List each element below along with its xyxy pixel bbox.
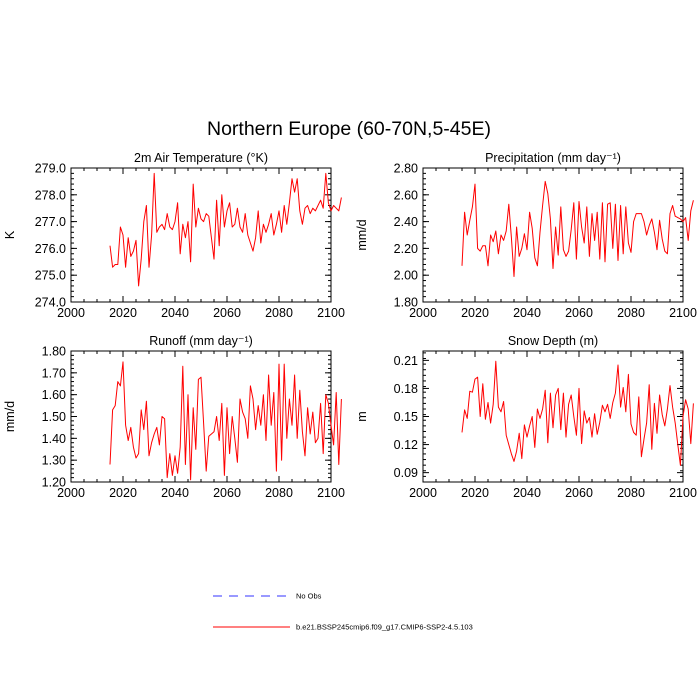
series-line xyxy=(461,180,694,277)
x-tick-label: 2060 xyxy=(565,486,593,500)
y-tick-label: 277.0 xyxy=(35,215,66,229)
y-tick-label: 275.0 xyxy=(35,269,66,283)
panel-title: 2m Air Temperature (°K) xyxy=(134,151,268,165)
x-tick-label: 2040 xyxy=(161,486,189,500)
y-tick-label: 1.30 xyxy=(42,454,66,468)
y-tick-label: 2.40 xyxy=(394,215,418,229)
x-tick-label: 2020 xyxy=(109,306,137,320)
x-tick-label: 2080 xyxy=(617,306,645,320)
x-tick-label: 2080 xyxy=(265,306,293,320)
x-tick-label: 2000 xyxy=(409,306,437,320)
y-tick-label: 1.50 xyxy=(42,410,66,424)
y-axis-label: mm/d xyxy=(355,219,369,250)
x-tick-label: 2040 xyxy=(161,306,189,320)
plot-frame xyxy=(422,167,684,303)
legend-label: b.e21.BSSP245cmip6.f09_g17.CMIP6-SSP2-4.… xyxy=(296,623,473,632)
y-tick-label: 274.0 xyxy=(35,296,66,310)
y-tick-label: 2.00 xyxy=(394,269,418,283)
x-tick-label: 2000 xyxy=(409,486,437,500)
panel-title: Runoff (mm day⁻¹) xyxy=(149,334,253,348)
series-line xyxy=(461,360,694,466)
x-tick-label: 2060 xyxy=(213,486,241,500)
y-tick-label: 0.09 xyxy=(394,466,418,480)
y-axis-label: m xyxy=(355,411,369,421)
y-tick-label: 2.80 xyxy=(394,162,418,176)
y-tick-label: 1.60 xyxy=(42,388,66,402)
x-tick-label: 2040 xyxy=(513,486,541,500)
panel-title: Snow Depth (m) xyxy=(508,334,598,348)
x-tick-label: 2100 xyxy=(669,486,697,500)
x-tick-label: 2000 xyxy=(57,486,85,500)
y-tick-label: 1.40 xyxy=(42,432,66,446)
y-tick-label: 279.0 xyxy=(35,162,66,176)
x-tick-label: 2100 xyxy=(317,306,345,320)
series-line xyxy=(109,172,342,287)
x-tick-label: 2080 xyxy=(265,486,293,500)
panel-4: Snow Depth (m) m 2000 2020 2040 2060 2080 2100 0… xyxy=(355,334,697,500)
legend: No Obs b.e21.BSSP245cmip6.f09_g17.CMIP6-S… xyxy=(213,592,473,632)
x-tick-label: 2100 xyxy=(317,486,345,500)
panel-3: Runoff (mm day⁻¹) mm/d 2000 2020 2040 2060 208… xyxy=(3,334,345,500)
x-tick-label: 2000 xyxy=(57,306,85,320)
x-tick-label: 2020 xyxy=(109,486,137,500)
y-tick-label: 0.15 xyxy=(394,410,418,424)
y-axis-label: K xyxy=(3,230,17,239)
panel-1: 2m Air Temperature (°K) K 2000 2020 2040 2060… xyxy=(3,151,345,320)
x-tick-label: 2020 xyxy=(461,486,489,500)
x-tick-label: 2060 xyxy=(565,306,593,320)
panel-2: Precipitation (mm day⁻¹) mm/d 2000 2020 2040… xyxy=(355,151,697,320)
y-tick-label: 2.60 xyxy=(394,188,418,202)
x-tick-label: 2100 xyxy=(669,306,697,320)
y-tick-label: 1.80 xyxy=(42,345,66,359)
x-tick-label: 2020 xyxy=(461,306,489,320)
y-tick-label: 1.80 xyxy=(394,296,418,310)
y-tick-label: 0.12 xyxy=(394,438,418,452)
y-tick-label: 0.18 xyxy=(394,382,418,396)
y-tick-label: 1.20 xyxy=(42,476,66,490)
x-tick-label: 2040 xyxy=(513,306,541,320)
legend-label: No Obs xyxy=(296,592,322,601)
figure-title: Northern Europe (60-70N,5-45E) xyxy=(207,118,491,140)
plot-frame xyxy=(422,350,684,483)
plot-frame xyxy=(70,167,332,303)
x-tick-label: 2060 xyxy=(213,306,241,320)
series-line xyxy=(109,361,342,481)
y-axis-label: mm/d xyxy=(3,401,17,432)
y-tick-label: 0.21 xyxy=(394,354,418,368)
y-tick-label: 2.20 xyxy=(394,242,418,256)
y-tick-label: 1.70 xyxy=(42,366,66,380)
panel-title: Precipitation (mm day⁻¹) xyxy=(485,151,621,165)
y-tick-label: 278.0 xyxy=(35,188,66,202)
x-tick-label: 2080 xyxy=(617,486,645,500)
y-tick-label: 276.0 xyxy=(35,242,66,256)
